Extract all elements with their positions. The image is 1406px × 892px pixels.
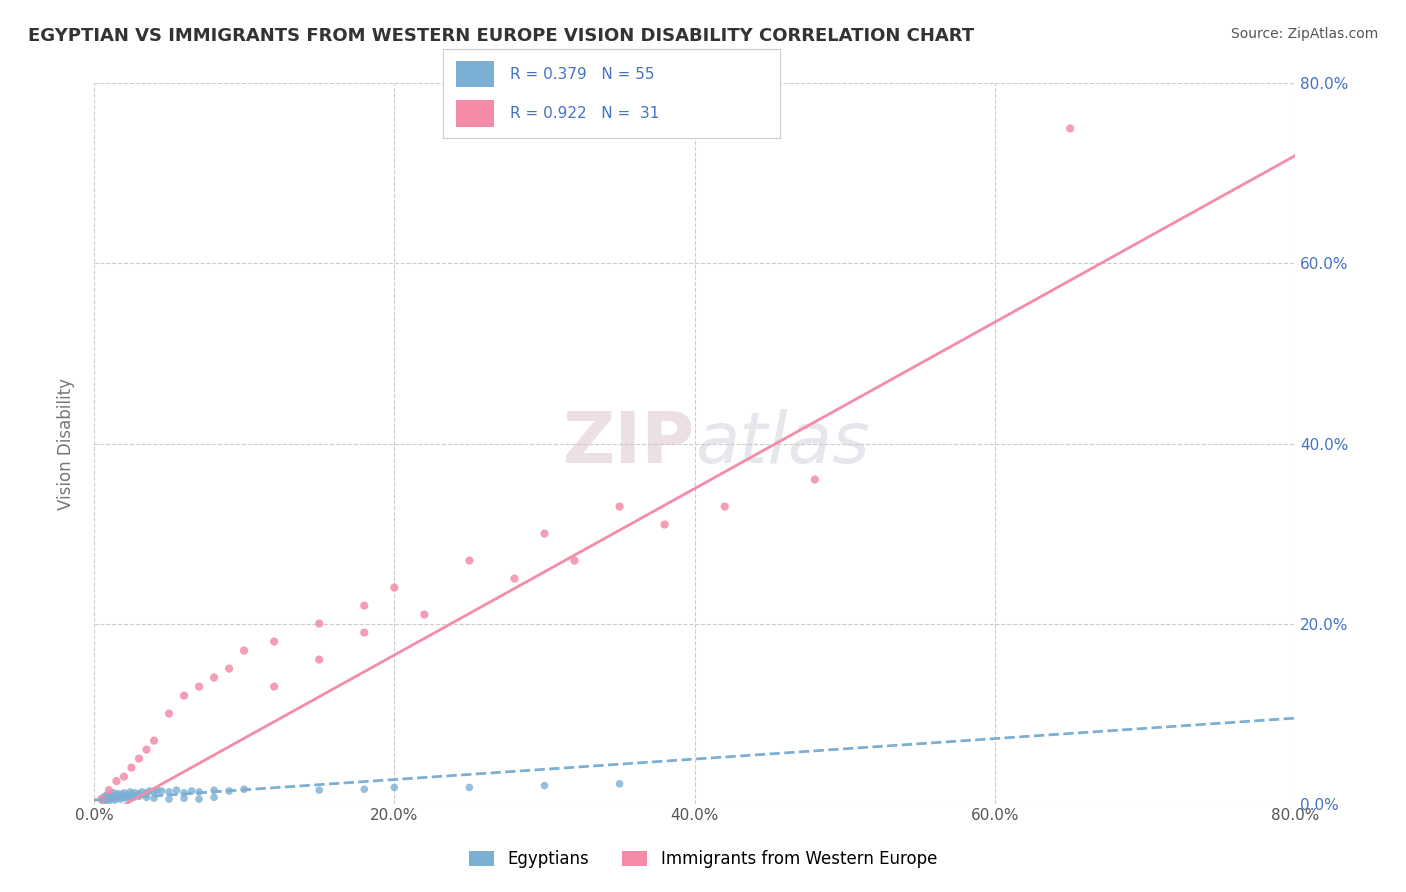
Point xyxy=(94,791,117,805)
Point xyxy=(122,790,145,805)
Point xyxy=(118,789,141,804)
Text: R = 0.379   N = 55: R = 0.379 N = 55 xyxy=(510,67,655,81)
Point xyxy=(121,788,143,802)
Legend: Egyptians, Immigrants from Western Europe: Egyptians, Immigrants from Western Europ… xyxy=(463,844,943,875)
Point xyxy=(138,784,160,798)
Point xyxy=(121,761,143,775)
Point xyxy=(1059,121,1081,136)
Point xyxy=(166,783,188,797)
Point xyxy=(157,792,180,806)
Point xyxy=(97,790,120,805)
Point xyxy=(143,791,166,805)
Point xyxy=(112,770,135,784)
Point xyxy=(110,792,132,806)
Point xyxy=(233,643,256,657)
Point xyxy=(308,616,330,631)
Point xyxy=(118,785,141,799)
Point xyxy=(112,786,135,800)
Point xyxy=(150,784,173,798)
Point xyxy=(503,572,526,586)
Point xyxy=(135,790,157,805)
Point xyxy=(115,791,138,805)
Point xyxy=(218,784,240,798)
Point xyxy=(104,793,127,807)
Point xyxy=(90,792,112,806)
Point xyxy=(103,786,125,800)
Point xyxy=(180,784,202,798)
Text: R = 0.922   N =  31: R = 0.922 N = 31 xyxy=(510,106,659,120)
Point xyxy=(131,785,153,799)
Point xyxy=(173,791,195,805)
Point xyxy=(105,789,128,804)
Point xyxy=(353,599,375,613)
Point xyxy=(188,785,211,799)
Point xyxy=(125,789,148,803)
Point xyxy=(263,634,285,648)
Point xyxy=(128,787,150,801)
Text: EGYPTIAN VS IMMIGRANTS FROM WESTERN EUROPE VISION DISABILITY CORRELATION CHART: EGYPTIAN VS IMMIGRANTS FROM WESTERN EURO… xyxy=(28,27,974,45)
FancyBboxPatch shape xyxy=(457,100,494,127)
Point xyxy=(173,689,195,703)
FancyBboxPatch shape xyxy=(457,61,494,87)
Point xyxy=(128,789,150,804)
Point xyxy=(609,777,631,791)
Point xyxy=(146,783,169,797)
Point xyxy=(202,671,225,685)
Point xyxy=(115,789,138,803)
Point xyxy=(533,526,555,541)
Text: atlas: atlas xyxy=(695,409,869,478)
Point xyxy=(110,788,132,802)
Point xyxy=(713,500,735,514)
Text: Source: ZipAtlas.com: Source: ZipAtlas.com xyxy=(1230,27,1378,41)
Point xyxy=(135,786,157,800)
Point xyxy=(101,792,124,806)
Point xyxy=(382,780,405,795)
Point xyxy=(308,652,330,666)
Point xyxy=(353,625,375,640)
Point xyxy=(97,783,120,797)
Point xyxy=(413,607,436,622)
Point xyxy=(382,581,405,595)
Point xyxy=(143,733,166,747)
Point xyxy=(143,785,166,799)
Point xyxy=(90,792,112,806)
Point xyxy=(188,792,211,806)
Point xyxy=(233,782,256,797)
Point xyxy=(93,789,115,804)
Point xyxy=(218,662,240,676)
Point xyxy=(564,553,586,567)
Point xyxy=(202,790,225,805)
Point xyxy=(263,680,285,694)
Text: ZIP: ZIP xyxy=(562,409,695,478)
Point xyxy=(458,553,481,567)
Point xyxy=(157,706,180,721)
Point xyxy=(124,786,146,800)
Point xyxy=(202,783,225,797)
Point xyxy=(91,794,114,808)
Point xyxy=(654,517,676,532)
Y-axis label: Vision Disability: Vision Disability xyxy=(58,377,75,509)
Point xyxy=(97,794,120,808)
Point xyxy=(128,751,150,765)
Point xyxy=(157,785,180,799)
Point xyxy=(107,791,129,805)
Point xyxy=(112,790,135,805)
Point xyxy=(353,782,375,797)
Point xyxy=(804,473,827,487)
Point xyxy=(173,786,195,800)
Point xyxy=(135,742,157,756)
Point xyxy=(101,789,124,803)
Point xyxy=(609,500,631,514)
Point xyxy=(308,783,330,797)
Point xyxy=(188,680,211,694)
Point xyxy=(94,793,117,807)
Point xyxy=(107,787,129,801)
Point xyxy=(533,779,555,793)
Point xyxy=(458,780,481,795)
Point xyxy=(96,788,118,802)
Point xyxy=(105,774,128,789)
